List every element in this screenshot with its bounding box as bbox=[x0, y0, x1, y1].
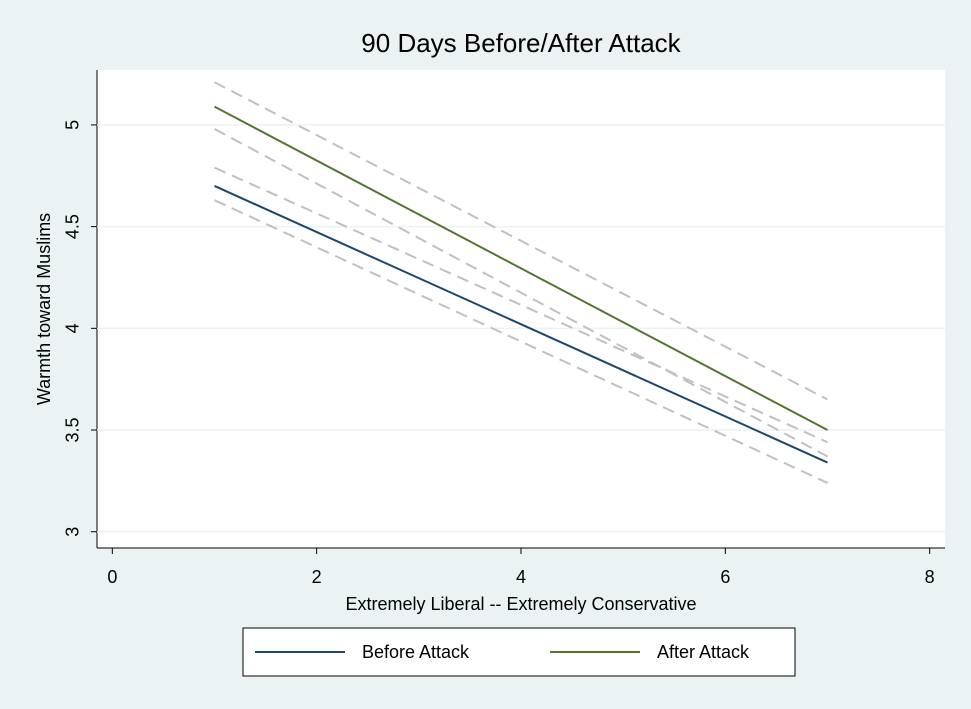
x-tick-label: 8 bbox=[925, 567, 935, 587]
x-tick-label: 6 bbox=[720, 567, 730, 587]
legend-label: After Attack bbox=[657, 642, 750, 662]
series-line bbox=[214, 185, 828, 464]
ci-line bbox=[214, 81, 828, 401]
y-tick-label: 3 bbox=[63, 527, 83, 537]
ci-line bbox=[214, 199, 828, 484]
x-tick-label: 4 bbox=[516, 567, 526, 587]
y-axis-title: Warmth toward Muslims bbox=[34, 213, 54, 405]
x-tick-label: 0 bbox=[107, 567, 117, 587]
y-tick-label: 5 bbox=[63, 120, 83, 130]
chart-title: 90 Days Before/After Attack bbox=[361, 28, 681, 58]
ci-line bbox=[214, 166, 828, 444]
legend-label: Before Attack bbox=[362, 642, 470, 662]
x-axis-title: Extremely Liberal -- Extremely Conservat… bbox=[345, 594, 696, 614]
ci-line bbox=[214, 128, 828, 458]
plot-area bbox=[97, 70, 945, 548]
y-tick-label: 4 bbox=[63, 323, 83, 333]
series-line bbox=[214, 105, 828, 431]
y-tick-label: 3.5 bbox=[63, 418, 83, 443]
y-tick-label: 4.5 bbox=[63, 214, 83, 239]
x-tick-label: 2 bbox=[312, 567, 322, 587]
